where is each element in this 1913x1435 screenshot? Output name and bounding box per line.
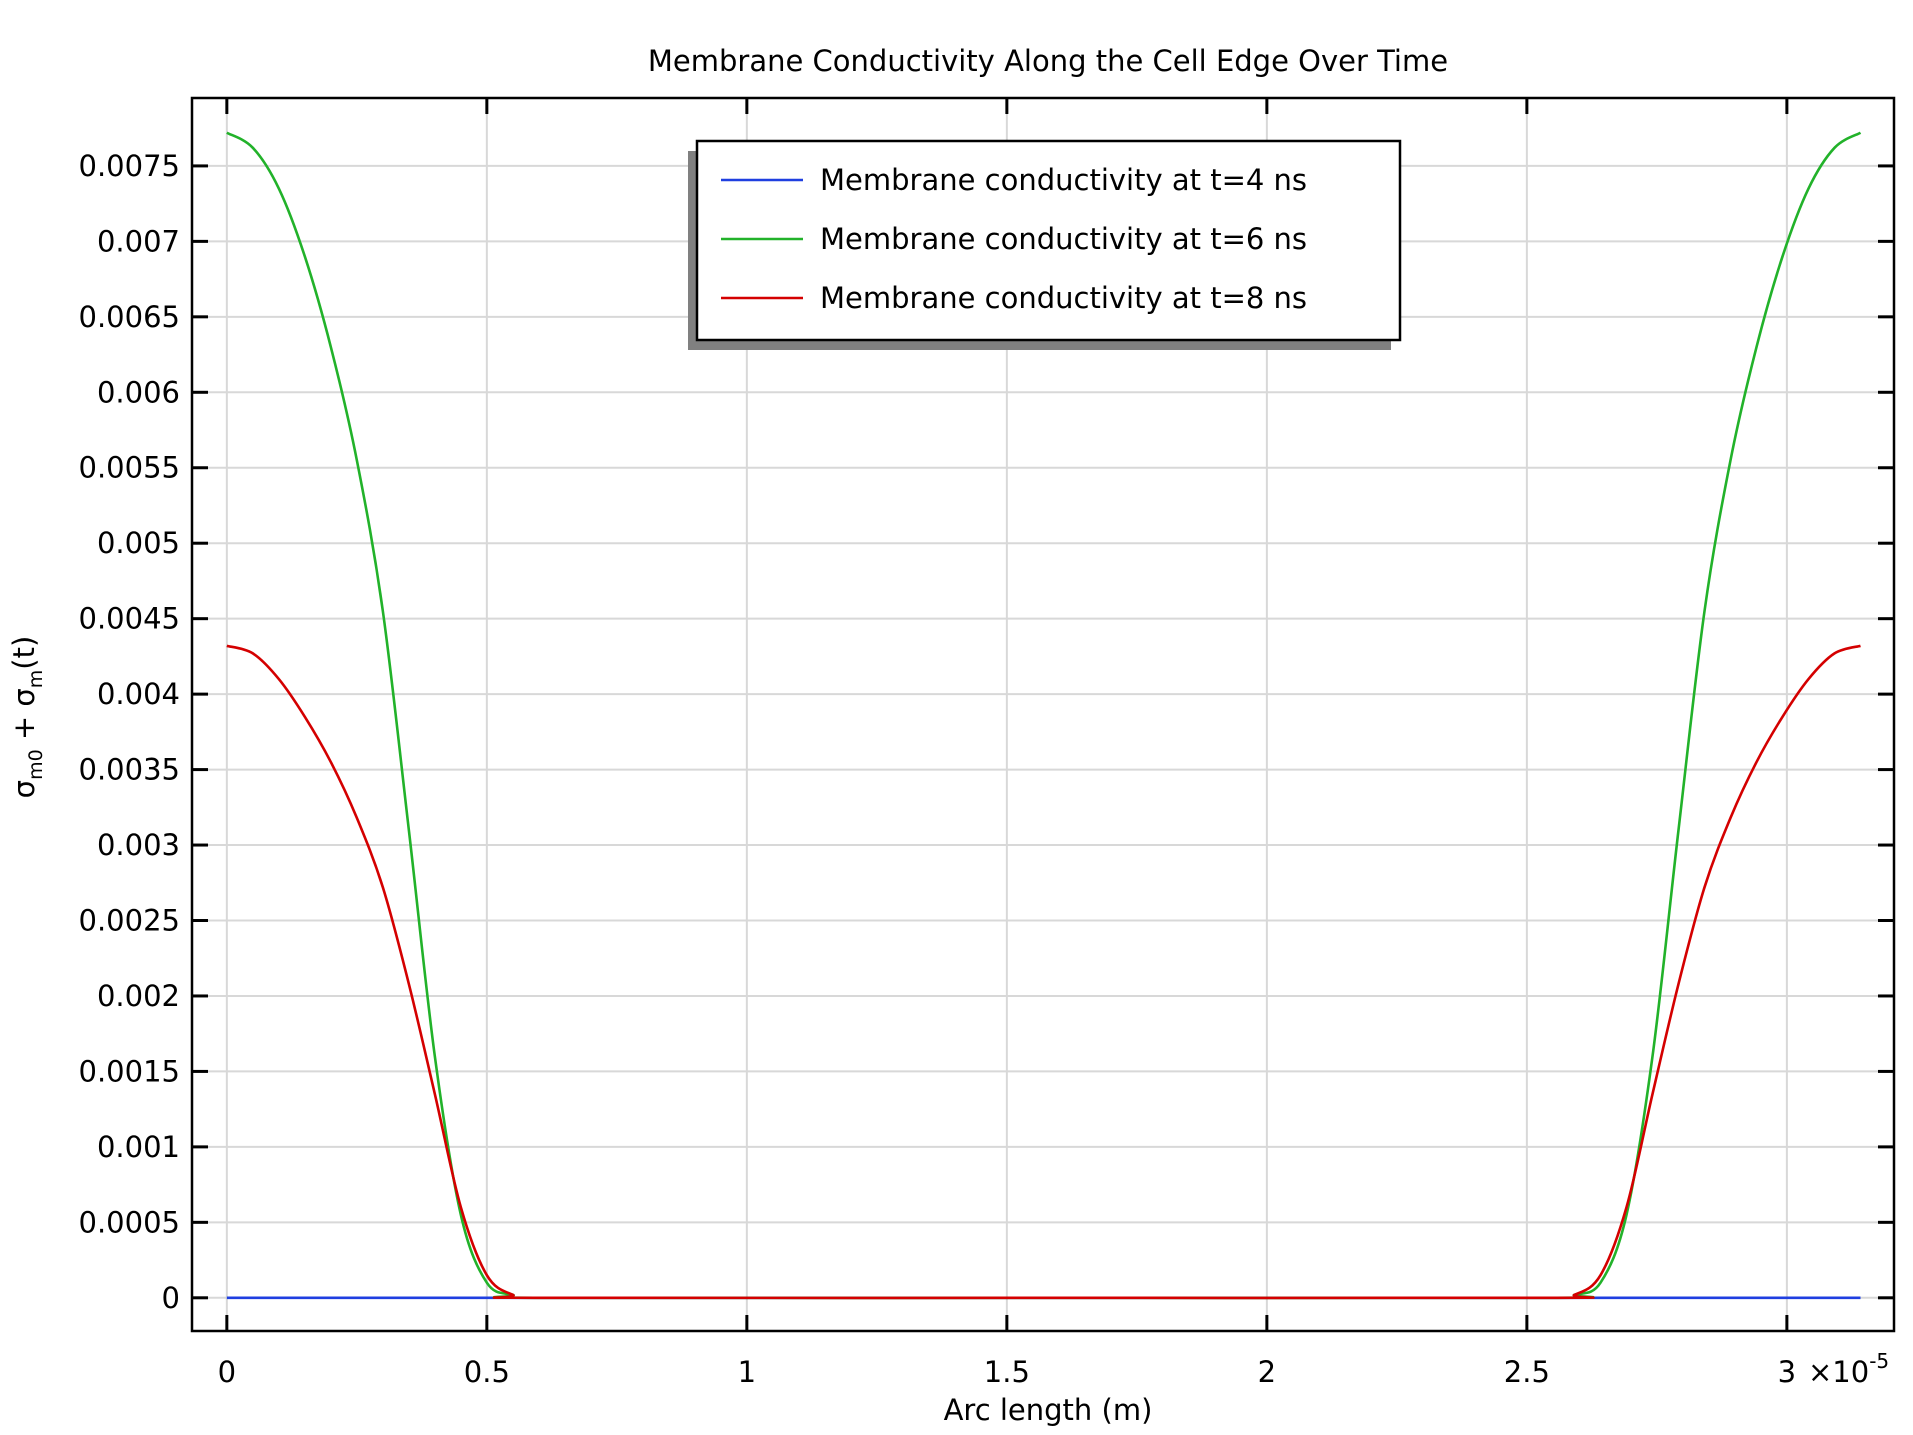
x-tick-label: 0 (218, 1355, 236, 1389)
legend-label-2: Membrane conductivity at t=6 ns (820, 222, 1307, 256)
plot-frame (190, 96, 1896, 1333)
y-tick-label: 0.006 (97, 375, 180, 409)
y-tick-label: 0.0025 (79, 904, 180, 938)
x-tick-label: 1.5 (984, 1355, 1030, 1389)
y-tick-label: 0.0065 (79, 300, 180, 334)
y-label-sub-m: m (25, 670, 47, 689)
y-tick-label: 0.004 (97, 677, 180, 711)
series-lines (226, 131, 1862, 1300)
x-tick-label: 2 (1258, 1355, 1276, 1389)
x-tick-label: 3 (1778, 1355, 1796, 1389)
y-tick-labels: 0 0.0005 0.001 0.0015 0.002 0.0025 0.003 0.0035… (79, 149, 180, 1315)
y-tick-label: 0.002 (97, 979, 180, 1013)
legend-label-1: Membrane conductivity at t=4 ns (820, 163, 1307, 197)
y-axis-label: σm0 + σm(t) (7, 636, 47, 799)
x-multiplier-exponent: -5 (1869, 1349, 1889, 1373)
y-label-sigma: σ (7, 780, 41, 798)
y-label-plus-sigma: + σ (7, 688, 41, 749)
grid-lines (192, 98, 1894, 1331)
x-tick-label: 0.5 (464, 1355, 510, 1389)
y-label-sub-m0: m0 (25, 749, 47, 780)
x-tick-label: 2.5 (1504, 1355, 1550, 1389)
x-multiplier-times: ×10 (1808, 1355, 1869, 1389)
y-tick-label: 0.0055 (79, 451, 180, 485)
x-tick-label: 1 (738, 1355, 756, 1389)
x-axis-label: Arc length (m) (944, 1393, 1153, 1427)
x-multiplier-label: ×10-5 (1808, 1349, 1889, 1389)
y-tick-label: 0.0005 (79, 1205, 180, 1239)
y-tick-label: 0.007 (97, 224, 180, 258)
y-tick-label: 0 (162, 1281, 180, 1315)
chart-title: Membrane Conductivity Along the Cell Edg… (648, 44, 1448, 78)
y-label-t: (t) (7, 636, 41, 670)
legend-box (695, 139, 1402, 342)
legend: Membrane conductivity at t=4 ns Membrane … (688, 139, 1402, 350)
legend-label-3: Membrane conductivity at t=8 ns (820, 281, 1307, 315)
y-tick-label: 0.0015 (79, 1054, 180, 1088)
y-tick-label: 0.003 (97, 828, 180, 862)
y-tick-label: 0.001 (97, 1130, 180, 1164)
y-tick-label: 0.0045 (79, 602, 180, 636)
axis-ticks (192, 98, 1894, 1331)
series-line-3 (226, 644, 1861, 1300)
y-tick-label: 0.0075 (79, 149, 180, 183)
y-tick-label: 0.0035 (79, 753, 180, 787)
x-tick-labels: 0 0.5 1 1.5 2 2.5 3 (218, 1355, 1796, 1389)
y-tick-label: 0.005 (97, 526, 180, 560)
